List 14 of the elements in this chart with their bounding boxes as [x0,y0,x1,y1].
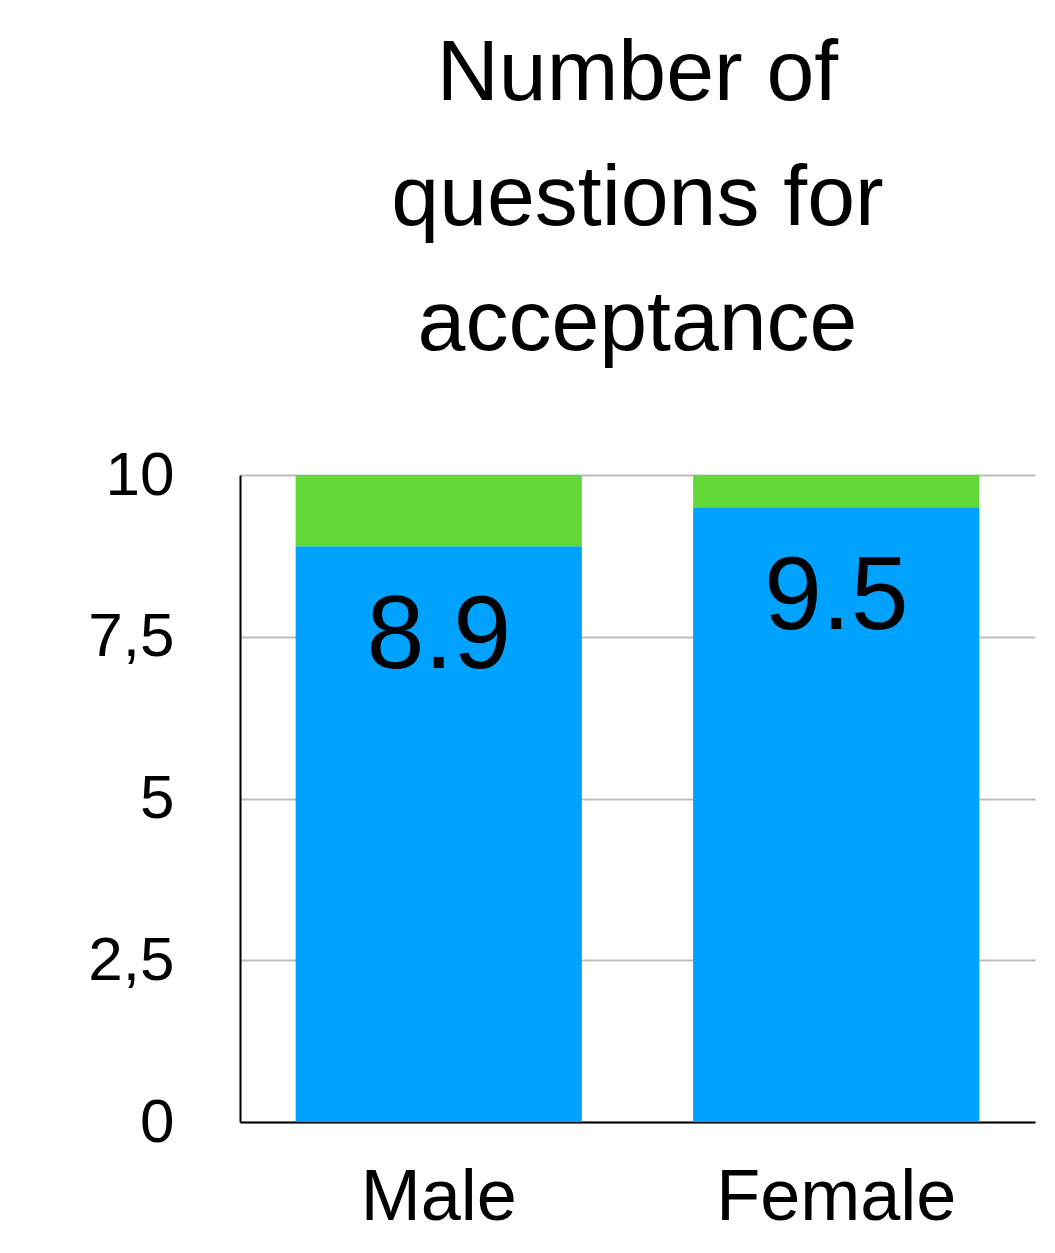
bar [693,507,980,1122]
chart-title: Number of questions for acceptance [391,22,884,368]
y-tick-label: 0 [140,1085,175,1155]
data-label: 9.5 [763,535,909,652]
y-tick-label: 2,5 [88,923,175,993]
bar [295,546,582,1122]
bar [295,475,582,547]
y-tick-label: 10 [105,438,175,508]
bar [693,475,980,508]
y-tick-label: 5 [140,762,175,831]
data-label: 8.9 [366,574,512,691]
x-tick-label: Male [360,1154,517,1235]
y-tick-label: 7,5 [88,600,175,670]
x-tick-label: Female [716,1154,957,1235]
